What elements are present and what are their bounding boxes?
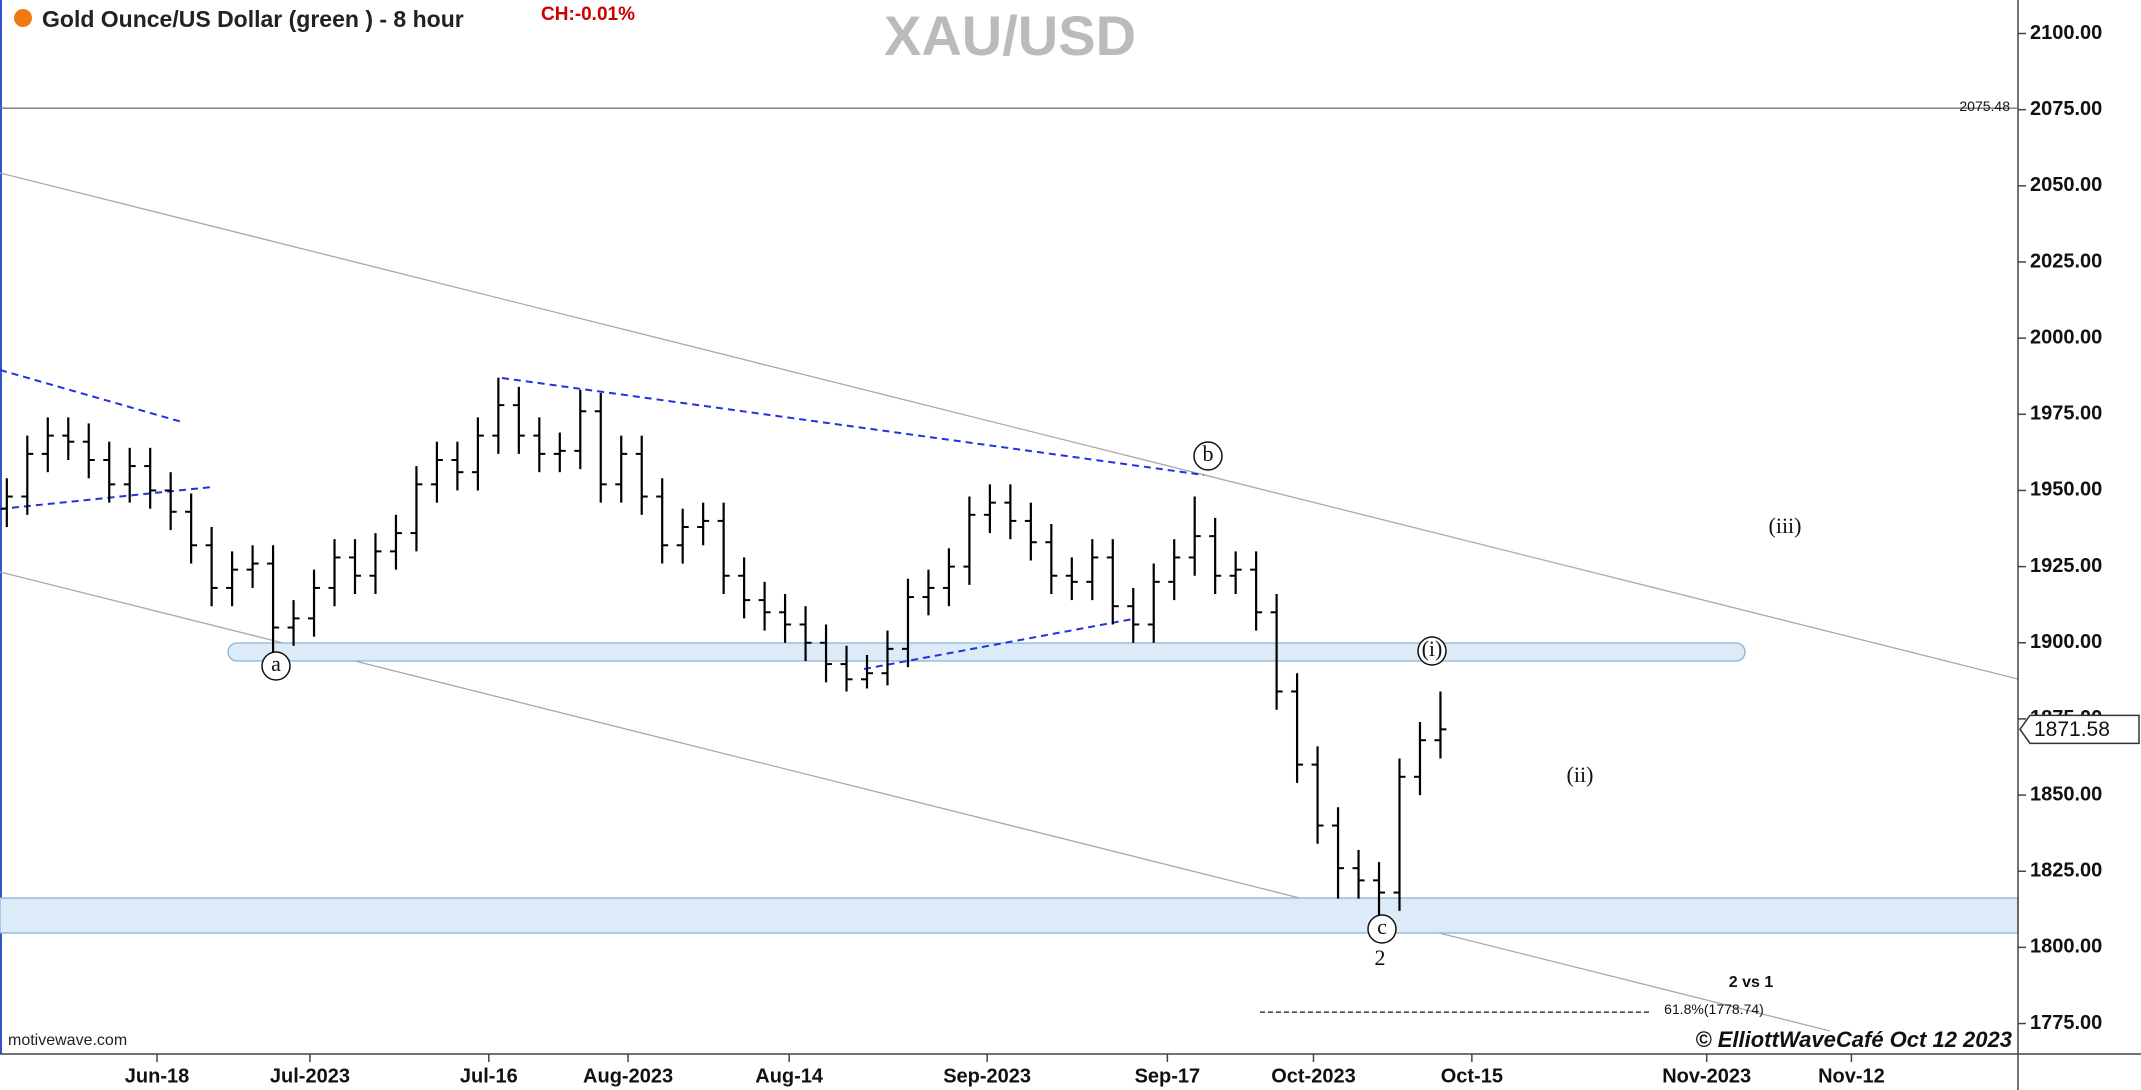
x-tick-label: Nov-12: [1818, 1065, 1885, 1087]
y-tick-label: 1775.00: [2030, 1012, 2102, 1034]
wave-label: (iii): [1769, 513, 1802, 538]
wave-circle: [261, 651, 291, 681]
wave-label: c: [1377, 914, 1387, 939]
last-price-box: [2019, 714, 2140, 745]
chart-title: Gold Ounce/US Dollar (green ) - 8 hour: [42, 6, 464, 32]
x-tick-label: Sep-2023: [943, 1065, 1031, 1087]
y-tick-label: 1900.00: [2030, 631, 2102, 653]
trendline: [863, 618, 1134, 670]
wave-label: b: [1203, 441, 1214, 466]
trendline: [501, 377, 1205, 476]
y-tick-label: 1950.00: [2030, 479, 2102, 501]
fib-label: 61.8%(1778.74): [1664, 1001, 1764, 1017]
x-tick-label: Aug-14: [755, 1065, 824, 1087]
wave-label: a: [271, 651, 281, 676]
x-tick-label: Aug-2023: [583, 1065, 673, 1087]
target-zone: [0, 897, 2019, 934]
x-tick-label: Jun-18: [125, 1065, 189, 1087]
wave-label: (ii): [1567, 762, 1594, 787]
resistance-label: 2075.48: [1959, 98, 2010, 114]
change-label: CH:-0.01%: [541, 4, 635, 25]
y-tick-label: 2000.00: [2030, 326, 2102, 348]
status-dot: [14, 9, 32, 27]
y-tick-label: 1850.00: [2030, 783, 2102, 805]
trendlines: [0, 369, 1205, 670]
x-tick-label: Sep-17: [1135, 1065, 1201, 1087]
x-tick-label: Jul-16: [460, 1065, 518, 1087]
wave-label: (i): [1422, 636, 1443, 661]
ratio-label: 2 vs 1: [1729, 974, 1774, 991]
trendline: [0, 369, 183, 423]
y-tick-label: 1925.00: [2030, 555, 2102, 577]
wave-circle: [1367, 914, 1397, 944]
x-tick-label: Oct-15: [1441, 1065, 1503, 1087]
copyright: © ElliottWaveCafé Oct 12 2023: [1695, 1027, 2012, 1052]
support-zone: [227, 642, 1746, 662]
y-tick-label: 2075.00: [2030, 98, 2102, 120]
symbol-watermark: XAU/USD: [884, 4, 1136, 67]
last-price-label: 1871.58: [2034, 718, 2110, 741]
wave-circle: [1417, 636, 1447, 666]
y-tick-label: 1975.00: [2030, 403, 2102, 425]
y-tick-label: 1825.00: [2030, 860, 2102, 882]
x-tick-label: Jul-2023: [270, 1065, 350, 1087]
price-bars: [0, 377, 1447, 917]
y-tick-label: 2100.00: [2030, 22, 2102, 44]
x-tick-label: Oct-2023: [1271, 1065, 1356, 1087]
y-tick-label: 1800.00: [2030, 936, 2102, 958]
y-tick-label: 2025.00: [2030, 250, 2102, 272]
wave-circle: [1193, 441, 1223, 471]
source: motivewave.com: [8, 1032, 127, 1049]
wave-label: 2: [1375, 945, 1386, 970]
y-tick-label: 2050.00: [2030, 174, 2102, 196]
x-tick-label: Nov-2023: [1662, 1065, 1751, 1087]
channel-upper: [0, 172, 2019, 680]
